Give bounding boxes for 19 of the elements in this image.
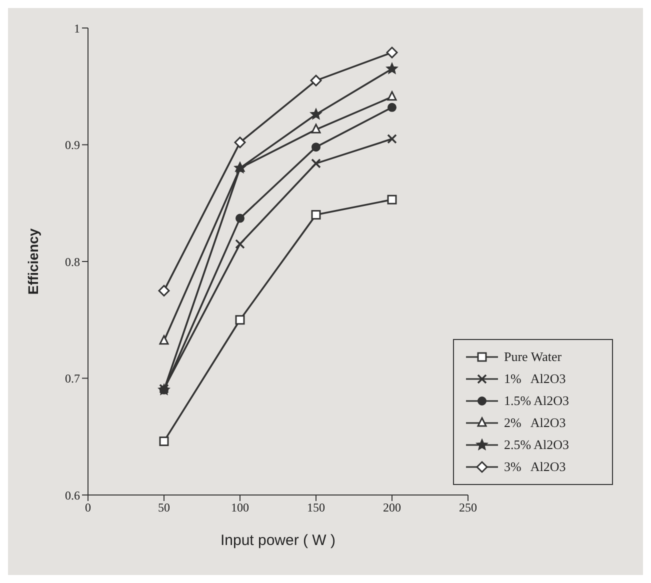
x-tick-label: 0 [85,500,91,515]
x-tick-label: 50 [158,500,170,515]
x-tick-label: 100 [231,500,249,515]
y-tick-label: 0.7 [65,372,80,386]
y-tick-label: 1 [74,21,80,36]
x-tick-label: 200 [383,500,401,515]
legend-label: 1% Al2O3 [504,371,566,387]
y-tick-label: 0.8 [65,254,80,269]
x-tick-label: 250 [459,500,477,515]
legend-label: 2% Al2O3 [504,415,566,431]
legend-label: 2.5% Al2O3 [504,437,569,453]
x-tick-label: 150 [307,500,325,515]
y-tick-label: 0.6 [65,488,80,502]
x-axis-title: Input power ( W ) [220,532,336,549]
legend-label: 3% Al2O3 [504,459,566,475]
legend-label: Pure Water [504,349,562,365]
y-tick-label: 0.9 [65,138,80,152]
y-axis-title: Efficiency [24,228,41,295]
legend-label: 1.5% Al2O3 [504,393,569,409]
